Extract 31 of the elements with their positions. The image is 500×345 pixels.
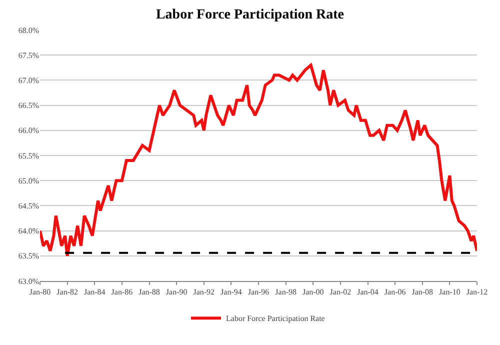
x-tick-label: Jan-04 — [357, 288, 378, 297]
x-tick-label: Jan-96 — [248, 288, 270, 297]
y-tick-label: 63.5% — [18, 252, 40, 261]
x-tick-label: Jan-00 — [302, 288, 324, 297]
x-tick-label: Jan-12 — [466, 288, 488, 297]
y-tick-label: 66.0% — [18, 126, 40, 136]
x-tick-label: Jan-92 — [193, 288, 215, 297]
x-tick-label: Jan-06 — [384, 288, 406, 297]
y-tick-label: 65.5% — [18, 151, 40, 160]
y-tick-label: 67.0% — [18, 76, 40, 85]
y-tick-label: 64.0% — [18, 226, 40, 236]
y-tick-label: 64.5% — [18, 202, 40, 210]
line-series — [40, 64, 477, 258]
x-tick-label: Jan-88 — [138, 288, 160, 297]
y-tick-label: 65.0% — [18, 176, 40, 186]
x-tick-label: Jan-08 — [412, 288, 434, 297]
y-tick-label: 66.5% — [18, 101, 40, 110]
y-tick-label: 63.0% — [18, 276, 40, 286]
y-tick-label: 68.0% — [18, 26, 40, 35]
chart-title: Labor Force Participation Rate — [156, 7, 344, 22]
x-tick-label: Jan-86 — [111, 288, 133, 297]
legend-label: Labor Force Participation Rate — [226, 314, 326, 324]
x-tick-label: Jan-94 — [220, 288, 242, 297]
x-tick-label: Jan-82 — [56, 288, 78, 297]
y-tick-label: 67.5% — [18, 50, 40, 60]
x-tick-label: Jan-80 — [29, 288, 51, 297]
x-tick-label: Jan-90 — [166, 288, 188, 297]
x-tick-label: Jan-10 — [439, 288, 460, 297]
x-tick-label: Jan-84 — [84, 288, 106, 297]
x-tick-label: Jan-02 — [330, 288, 352, 297]
x-tick-label: Jan-98 — [275, 288, 296, 297]
